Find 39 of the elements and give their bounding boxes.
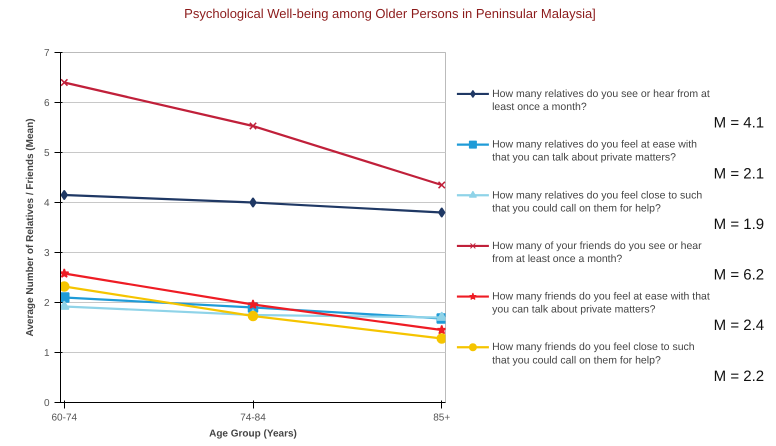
point [60, 300, 70, 310]
x-tick-label: 60-74 [51, 412, 78, 424]
legend-label: How many friends do you feel at ease with that you can talk about private matters? [492, 290, 710, 316]
text: M = 2.1 [714, 165, 764, 182]
point [438, 181, 446, 189]
point [436, 333, 446, 344]
x-tick-label: 74-84 [240, 412, 266, 424]
y-tick-label: 0 [44, 398, 50, 409]
point [60, 190, 68, 200]
point [436, 312, 446, 321]
y-tick-label: 1 [44, 348, 50, 359]
y-tick-label: 6 [44, 98, 50, 109]
point [60, 78, 68, 86]
y-tick-label: 7 [44, 48, 50, 59]
x-tick-label: 85+ [433, 412, 450, 424]
text: M = 6.2 [714, 266, 764, 284]
y-tick-label: 3 [44, 248, 50, 259]
y-tick-label: 4 [44, 198, 50, 209]
point [436, 324, 446, 334]
point [60, 281, 70, 292]
y-axis-title: Average Number of Relatives / Friends (Mean) [24, 118, 36, 337]
point [249, 122, 257, 130]
y-tick-label: 5 [44, 148, 50, 159]
text: M = 4.1 [714, 114, 764, 132]
legend-label: How many of your friends do you see or hear from at least once a month? [492, 240, 702, 265]
text: M = 2.2 [714, 368, 764, 385]
point [249, 197, 257, 208]
x-axis-title: Age Group (Years) [209, 428, 297, 440]
chart-title: Psychological Well-being among Older Persons in Peninsular Malaysia] [184, 5, 596, 23]
text: M = 2.4 [714, 317, 764, 334]
point [60, 268, 70, 278]
text: M = 1.9 [714, 216, 764, 233]
legend-label: How many relatives do you feel at ease with that you can talk about private matters? [492, 138, 698, 164]
legend-label: How many relatives do you see or hear from at least once a month? [492, 88, 710, 113]
y-tick-label: 2 [44, 298, 50, 309]
point [248, 310, 258, 322]
legend-label: How many relatives do you feel close to such that you could call on them for help? [492, 189, 702, 214]
point [438, 207, 446, 218]
legend-label: How many friends do you feel close to such that you could call on them for help? [492, 341, 695, 366]
